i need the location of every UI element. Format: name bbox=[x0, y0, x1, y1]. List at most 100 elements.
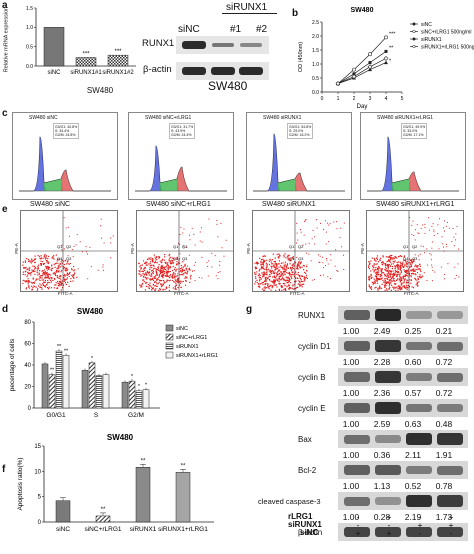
flow-dot bbox=[266, 259, 268, 261]
flow-dot bbox=[149, 278, 151, 280]
flow-dot bbox=[44, 277, 46, 279]
flow-dot bbox=[278, 280, 280, 283]
flow-dot bbox=[283, 268, 285, 270]
flow-dot bbox=[385, 278, 387, 280]
panel-b-point bbox=[367, 64, 373, 70]
flow-dot bbox=[63, 280, 65, 282]
flow-dot bbox=[374, 279, 376, 281]
flow-dot bbox=[262, 283, 264, 286]
flow-dot bbox=[278, 277, 281, 280]
flow-dot bbox=[305, 272, 307, 274]
flow-dot bbox=[284, 283, 286, 285]
flow-dot bbox=[145, 285, 147, 287]
blot-strip bbox=[338, 430, 468, 448]
flow-dot bbox=[153, 277, 156, 279]
flow-dot bbox=[40, 260, 42, 262]
flow-dot bbox=[271, 287, 273, 289]
flow-dot bbox=[149, 268, 151, 271]
flow-dot bbox=[382, 279, 384, 281]
panel-c-letter: c bbox=[2, 108, 8, 119]
flow-dot bbox=[272, 272, 274, 274]
blot-quant-value: 1.00 bbox=[342, 481, 360, 491]
flow-dot bbox=[63, 278, 65, 280]
flow-dot bbox=[33, 282, 35, 284]
flow-dot bbox=[388, 260, 390, 262]
flow-dot bbox=[43, 256, 46, 258]
flow-dot bbox=[447, 221, 449, 223]
flow-dot bbox=[414, 273, 417, 275]
flow-dot bbox=[413, 273, 415, 275]
flow-dot bbox=[286, 264, 288, 266]
panel-d-bar bbox=[128, 380, 136, 409]
blot-row-label: cleaved caspase-3 bbox=[258, 497, 321, 506]
flow-dot bbox=[271, 267, 273, 269]
flow-dot bbox=[410, 261, 413, 263]
flow-dot bbox=[329, 223, 331, 225]
flow-dot bbox=[150, 261, 152, 263]
flow-dot bbox=[263, 261, 265, 263]
flow-dot bbox=[156, 274, 159, 276]
flow-dot bbox=[147, 286, 149, 288]
flow-dot bbox=[387, 282, 389, 284]
flow-dot bbox=[257, 262, 259, 264]
flow-dot bbox=[31, 271, 33, 273]
flow-dot bbox=[296, 273, 298, 275]
flow-dot bbox=[375, 276, 377, 278]
flow-dot bbox=[274, 263, 276, 265]
flow-dot bbox=[189, 269, 191, 271]
flow-dot bbox=[38, 272, 40, 274]
panel-b-ytick-label: 1.0 bbox=[312, 62, 319, 68]
flow-dot bbox=[40, 255, 42, 257]
flow-dot bbox=[384, 281, 386, 283]
flow-dot bbox=[164, 275, 167, 277]
blot-band bbox=[344, 341, 370, 351]
flow-dot bbox=[283, 265, 285, 267]
flow-dot bbox=[276, 264, 278, 266]
blot-quant-value: 0.60 bbox=[404, 357, 422, 367]
flow-dot bbox=[400, 279, 402, 281]
flow-dot bbox=[76, 234, 78, 236]
flow-dot bbox=[164, 259, 166, 261]
flow-dot bbox=[382, 272, 385, 274]
flow-dot bbox=[400, 262, 402, 265]
flow-dot bbox=[171, 276, 173, 278]
flow-dot bbox=[399, 264, 401, 266]
blot-band bbox=[375, 435, 401, 443]
blot-lane-1: siNC bbox=[178, 24, 200, 35]
flow-dot bbox=[53, 263, 55, 266]
panel-b-title: SW480 bbox=[351, 7, 374, 14]
flow-dot bbox=[37, 274, 39, 276]
flow-dot bbox=[143, 269, 146, 272]
panel-b-point bbox=[335, 81, 341, 87]
flow-dot bbox=[48, 273, 50, 275]
flow-dot bbox=[404, 271, 407, 273]
flow-dot bbox=[278, 288, 280, 290]
flow-dot bbox=[150, 289, 153, 291]
flow-dot bbox=[38, 270, 41, 272]
flow-dot bbox=[44, 271, 46, 273]
flow-dot bbox=[396, 274, 398, 276]
flow-dot bbox=[42, 260, 44, 263]
flow-dot bbox=[371, 265, 374, 267]
flow-dot bbox=[142, 270, 144, 273]
flow-dot bbox=[34, 285, 36, 288]
flow-dot bbox=[178, 284, 181, 286]
flow-dot bbox=[281, 273, 283, 276]
flow-dot bbox=[433, 229, 435, 231]
flow-dot bbox=[219, 261, 221, 263]
flow-dot bbox=[384, 286, 386, 288]
flow-dot bbox=[61, 249, 63, 251]
blot-quant-value: 2.19 bbox=[404, 512, 422, 522]
panel-f-bar bbox=[135, 467, 151, 523]
flow-dot bbox=[413, 258, 415, 261]
histogram-stat: G0/G1: 54.8% bbox=[289, 125, 312, 129]
flow-dot bbox=[262, 258, 264, 260]
flow-dot bbox=[156, 279, 158, 281]
flow-dot bbox=[262, 260, 265, 263]
flow-dot bbox=[47, 274, 49, 276]
flow-dot bbox=[177, 263, 179, 265]
flow-dot bbox=[67, 281, 69, 283]
flow-dot bbox=[48, 267, 50, 269]
flow-dot bbox=[158, 276, 160, 278]
flow-dot bbox=[406, 281, 409, 284]
